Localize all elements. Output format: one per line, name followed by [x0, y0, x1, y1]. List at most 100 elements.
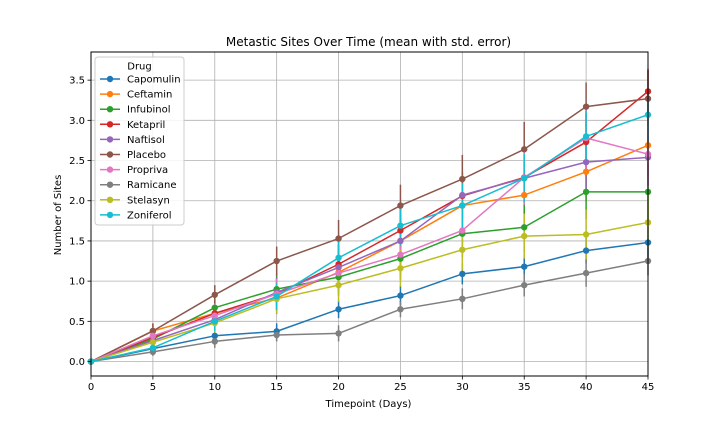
- data-point-placebo: [521, 146, 528, 153]
- legend-label-ramicane: Ramicane: [127, 180, 177, 191]
- legend-marker-ramicane: [106, 181, 114, 188]
- data-point-capomulin: [211, 332, 218, 340]
- legend-item-placebo: Placebo: [100, 150, 166, 161]
- x-axis-label: Timepoint (Days): [325, 399, 412, 410]
- data-point-naftisol: [397, 237, 404, 245]
- legend: Drug Capomulin Ceftamin Infubinol Ketapril N…: [94, 56, 185, 226]
- legend-item-naftisol: Naftisol: [100, 135, 165, 146]
- data-point-naftisol: [335, 264, 342, 271]
- data-point-stelasyn: [397, 265, 404, 272]
- y-tick-label: 3.0: [69, 116, 85, 127]
- legend-marker-ketapril: [106, 121, 114, 128]
- legend-item-propriva: Propriva: [100, 165, 168, 176]
- legend-box: [94, 56, 185, 226]
- series-ramicane: [87, 257, 652, 365]
- data-point-placebo: [273, 257, 280, 265]
- data-point-stelasyn: [582, 231, 590, 238]
- legend-item-stelasyn: Stelasyn: [100, 195, 170, 206]
- data-point-zoniferol: [459, 202, 466, 209]
- data-point-placebo: [397, 202, 404, 209]
- legend-item-zoniferol: Zoniferol: [100, 210, 172, 221]
- x-tick-label: 5: [150, 382, 156, 393]
- data-point-infubinol: [582, 188, 590, 196]
- plot-frame: [90, 51, 649, 377]
- x-tick-label: 30: [456, 382, 469, 393]
- data-point-zoniferol: [521, 175, 528, 182]
- legend-marker-zoniferol: [106, 211, 114, 219]
- series-lines: [87, 88, 652, 365]
- data-point-placebo: [459, 175, 466, 183]
- legend-label-naftisol: Naftisol: [127, 135, 165, 146]
- x-tick-label: 35: [518, 382, 531, 393]
- legend-label-ceftamin: Ceftamin: [127, 90, 172, 101]
- data-point-placebo: [211, 291, 218, 298]
- series-line-capomulin: [90, 241, 649, 363]
- x-tick-label: 20: [332, 382, 345, 393]
- y-axis-label: Number of Sites: [53, 175, 64, 256]
- series-line-ramicane: [90, 260, 649, 363]
- data-point-capomulin: [397, 292, 404, 299]
- legend-marker-stelasyn: [106, 196, 114, 203]
- data-point-stelasyn: [459, 246, 466, 253]
- legend-marker-placebo: [106, 151, 114, 158]
- data-point-ramicane: [459, 295, 466, 303]
- y-tick-label: 0.5: [69, 317, 85, 328]
- y-tick-label: 1.5: [69, 236, 85, 247]
- data-point-zoniferol: [335, 254, 342, 262]
- series-line-naftisol: [90, 156, 649, 363]
- x-tick-label: 15: [270, 382, 283, 393]
- legend-label-ketapril: Ketapril: [127, 120, 165, 131]
- series-zoniferol: [87, 111, 652, 365]
- legend-marker-naftisol: [106, 136, 114, 143]
- data-point-stelasyn: [521, 232, 528, 240]
- legend-label-zoniferol: Zoniferol: [127, 210, 172, 221]
- x-tick-label: 10: [208, 382, 221, 393]
- data-point-propriva: [397, 251, 404, 258]
- data-point-zoniferol: [211, 318, 218, 325]
- data-point-ramicane: [521, 281, 528, 289]
- data-point-ramicane: [335, 330, 342, 337]
- data-point-stelasyn: [149, 339, 157, 346]
- x-tick-label: 45: [642, 382, 655, 393]
- series-line-zoniferol: [90, 114, 649, 363]
- x-axis-ticks: 0 5 10 15 20 25 30 35 40 45: [88, 376, 655, 393]
- data-point-infubinol: [211, 304, 218, 311]
- data-point-propriva: [211, 312, 218, 319]
- legend-label-propriva: Propriva: [127, 165, 168, 176]
- data-point-infubinol: [521, 224, 528, 231]
- data-point-zoniferol: [582, 133, 590, 140]
- legend-entries: Capomulin Ceftamin Infubinol Ketapril Naftis…: [100, 75, 181, 221]
- series-line-infubinol: [90, 191, 648, 363]
- x-tick-label: 40: [580, 382, 593, 393]
- data-point-placebo: [335, 235, 342, 242]
- data-point-ramicane: [397, 306, 404, 313]
- data-point-ketapril: [397, 227, 404, 234]
- data-point-zoniferol: [397, 222, 404, 229]
- x-tick-label: 25: [394, 382, 407, 393]
- legend-marker-infubinol: [106, 106, 114, 113]
- data-point-ramicane: [582, 269, 590, 277]
- data-point-propriva: [335, 269, 342, 277]
- legend-item-infubinol: Infubinol: [100, 105, 171, 116]
- data-point-zoniferol: [273, 293, 280, 300]
- legend-label-placebo: Placebo: [127, 150, 166, 161]
- y-tick-label: 0.0: [69, 357, 85, 368]
- data-point-placebo: [582, 103, 590, 110]
- data-point-ramicane: [211, 338, 218, 345]
- y-axis-ticks: 0.0 0.5 1.0 1.5 2.0 2.5 3.0 3.5: [69, 76, 91, 368]
- data-point-zoniferol: [149, 344, 157, 352]
- legend-marker-propriva: [106, 166, 114, 173]
- y-tick-label: 2.0: [69, 196, 85, 207]
- data-point-stelasyn: [335, 281, 342, 289]
- chart-title: Metastic Sites Over Time (mean with std.…: [226, 35, 511, 49]
- x-tick-label: 0: [88, 382, 94, 393]
- series-line-stelasyn: [90, 221, 649, 363]
- data-point-placebo: [149, 327, 157, 335]
- data-point-propriva: [149, 332, 157, 340]
- data-point-naftisol: [459, 191, 466, 199]
- data-point-ramicane: [273, 331, 280, 339]
- legend-label-stelasyn: Stelasyn: [127, 195, 170, 206]
- data-point-ceftamin: [521, 191, 528, 199]
- legend-marker-capomulin: [106, 75, 114, 83]
